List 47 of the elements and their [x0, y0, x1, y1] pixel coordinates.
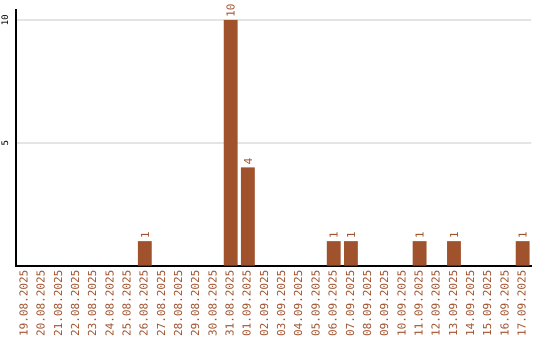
x-tick-label: 04.09.2025: [292, 270, 306, 336]
x-tick-label: 22.08.2025: [68, 270, 82, 336]
x-tick-label: 01.09.2025: [240, 270, 254, 336]
x-tick-label: 15.09.2025: [481, 270, 494, 336]
data-label: 1: [414, 232, 427, 238]
x-tick-label: 23.08.2025: [86, 270, 100, 336]
x-tick-label: 08.09.2025: [360, 270, 374, 336]
x-tick-label: 06.09.2025: [326, 270, 340, 336]
x-tick-label: 02.09.2025: [258, 270, 271, 336]
x-tick-label: 07.09.2025: [344, 270, 357, 336]
x-tick-label: 24.08.2025: [103, 270, 116, 336]
x-tick-label: 28.08.2025: [172, 270, 186, 336]
data-label: 1: [516, 232, 530, 238]
data-label: 1: [328, 232, 341, 238]
x-tick-label: 03.09.2025: [275, 270, 288, 336]
x-tick-label: 12.09.2025: [430, 270, 443, 336]
bar: [447, 241, 461, 266]
x-tick-label: 30.08.2025: [206, 270, 220, 336]
data-label: 10: [224, 4, 238, 17]
x-tick-label: 19.08.2025: [17, 270, 30, 336]
bar: [412, 241, 427, 266]
x-tick-label: 09.09.2025: [378, 270, 392, 336]
x-tick-label: 26.08.2025: [138, 270, 151, 336]
bar: [138, 241, 152, 266]
bar: [516, 241, 530, 266]
x-tick-label: 11.09.2025: [412, 270, 426, 336]
bar: [240, 167, 255, 266]
data-label: 1: [138, 232, 152, 238]
x-tick-label: 20.08.2025: [34, 270, 48, 336]
data-label: 1: [448, 232, 461, 238]
x-tick-label: 17.09.2025: [516, 270, 529, 336]
x-tick-label: 10.09.2025: [395, 270, 408, 336]
y-tick-label: 5: [1, 140, 11, 146]
bar: [344, 241, 358, 266]
x-tick-label: 31.08.2025: [224, 270, 237, 336]
x-tick-label: 29.08.2025: [189, 270, 202, 336]
bar: [326, 241, 341, 266]
x-tick-label: 14.09.2025: [464, 270, 477, 336]
bar: [224, 20, 238, 266]
x-tick-label: 13.09.2025: [446, 270, 460, 336]
x-tick-label: 21.08.2025: [52, 270, 65, 336]
x-tick-label: 25.08.2025: [120, 270, 134, 336]
x-tick-label: 16.09.2025: [498, 270, 512, 336]
data-label: 1: [344, 232, 358, 238]
data-label: 4: [242, 157, 255, 164]
x-tick-label: 05.09.2025: [309, 270, 322, 336]
x-tick-label: 27.08.2025: [154, 270, 168, 336]
